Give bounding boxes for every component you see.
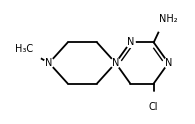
Text: Cl: Cl <box>149 102 159 112</box>
Circle shape <box>111 58 121 68</box>
Circle shape <box>44 58 54 68</box>
Circle shape <box>26 46 41 62</box>
Text: N: N <box>165 58 172 68</box>
Text: H₃C: H₃C <box>15 44 33 54</box>
Text: NH₂: NH₂ <box>159 14 178 24</box>
Text: N: N <box>112 58 119 68</box>
Circle shape <box>156 20 167 32</box>
Circle shape <box>163 58 173 68</box>
Circle shape <box>125 38 135 47</box>
Text: N: N <box>127 37 134 47</box>
Circle shape <box>148 92 160 104</box>
Text: N: N <box>45 58 53 68</box>
